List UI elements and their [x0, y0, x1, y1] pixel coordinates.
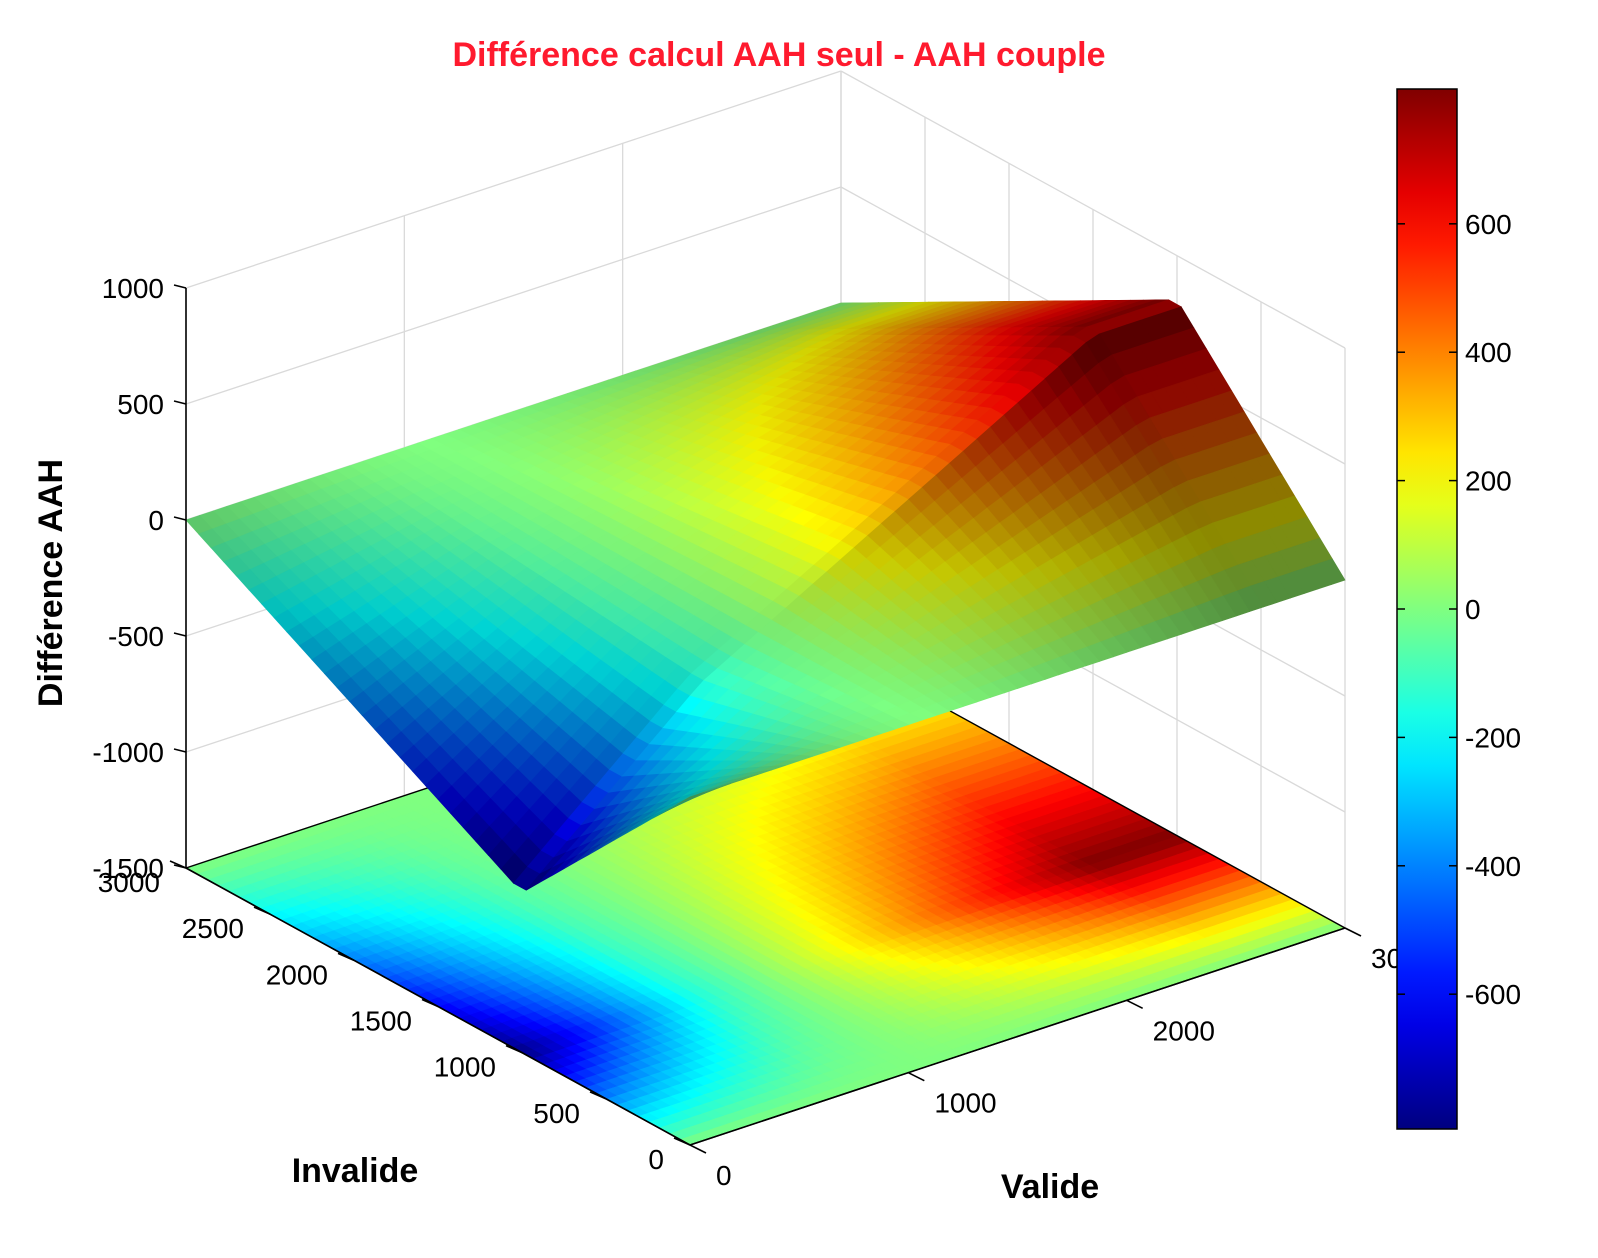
colorbar-tick-label: 0 [1465, 594, 1481, 625]
grid-line [185, 186, 842, 405]
x-tick-mark [907, 1071, 925, 1082]
z-tick-label: 500 [117, 389, 164, 420]
z-tick-label: 1000 [102, 273, 164, 304]
y-tick-mark [421, 998, 439, 1008]
z-tick-mark [173, 400, 187, 405]
y-tick-mark [337, 952, 355, 962]
grid-line [185, 70, 842, 289]
z-tick-label: -1000 [92, 737, 164, 768]
y-tick-label: 500 [533, 1098, 580, 1129]
x-axis-label: Valide [1001, 1168, 1099, 1206]
x-tick-label: 2000 [1153, 1015, 1215, 1046]
y-tick-mark [589, 1091, 607, 1100]
colorbar-tick-label: 400 [1465, 337, 1512, 368]
surface-cell [677, 792, 704, 805]
y-tick-label: 1500 [350, 1006, 412, 1037]
z-tick-mark [173, 284, 187, 289]
x-tick-mark [689, 1144, 707, 1154]
y-tick-label: 2000 [266, 959, 328, 990]
y-tick-label: 3000 [98, 867, 160, 898]
chart-title: Différence calcul AAH seul - AAH couple [452, 36, 1105, 74]
y-tick-mark [673, 1137, 691, 1146]
x-tick-mark [1344, 927, 1362, 937]
x-tick-mark [1126, 999, 1144, 1010]
y-tick-mark [169, 860, 187, 869]
colorbar-tick-label: -400 [1465, 851, 1521, 882]
colorbar-tick-label: -600 [1465, 979, 1521, 1010]
y-axis-ticks: 0 500 1000 1500 2000 2500 3000 [98, 860, 691, 1175]
y-tick-label: 2500 [182, 913, 244, 944]
y-tick-mark [253, 906, 271, 915]
y-axis-label: Invalide [292, 1152, 419, 1190]
colorbar-ticks: -600 -400 -200 0 200 400 600 [1397, 209, 1521, 1010]
z-tick-mark [173, 516, 187, 521]
z-tick-mark [173, 632, 187, 637]
colorbar-tick-label: 600 [1465, 209, 1512, 240]
grid-line [840, 70, 1346, 349]
colorbar-bar [1396, 88, 1458, 1130]
x-axis-line [689, 927, 1346, 1146]
z-tick-label: 0 [148, 505, 164, 536]
y-tick-label: 0 [648, 1144, 664, 1175]
x-tick-label: 1000 [934, 1088, 996, 1119]
y-tick-mark [505, 1044, 523, 1054]
colorbar: -600 -400 -200 0 200 400 600 [1396, 88, 1521, 1130]
x-tick-label: 0 [716, 1160, 732, 1191]
z-tick-mark [173, 748, 187, 753]
z-tick-label: -1500 [92, 853, 164, 884]
colorbar-tick-label: 200 [1465, 466, 1512, 497]
z-axis-label: Différence AAH [32, 459, 70, 707]
z-axis-ticks: -1500 -1000 -500 0 500 1000 [92, 273, 187, 884]
z-tick-label: -500 [108, 621, 164, 652]
colorbar-tick-label: -200 [1465, 722, 1521, 753]
surface [185, 299, 1346, 891]
y-tick-label: 1000 [434, 1052, 496, 1083]
